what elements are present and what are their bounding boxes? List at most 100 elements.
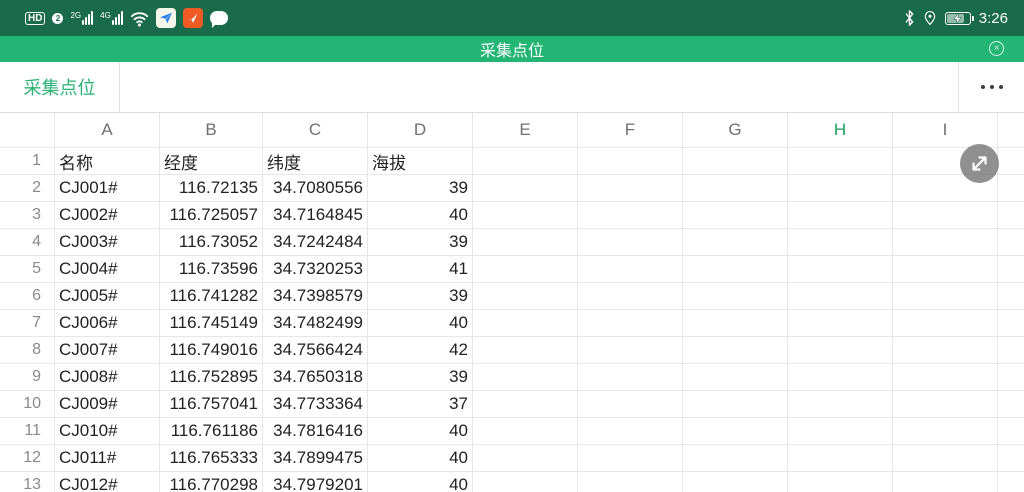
cell[interactable]: CJ003#: [55, 229, 160, 255]
row-number[interactable]: 4: [0, 229, 55, 255]
select-all-corner[interactable]: [0, 113, 55, 147]
cell[interactable]: 116.72135: [160, 175, 263, 201]
expand-fullscreen-button[interactable]: [960, 144, 999, 183]
cell[interactable]: [683, 175, 788, 201]
cell[interactable]: [473, 283, 578, 309]
cell[interactable]: [578, 310, 683, 336]
cell[interactable]: [893, 418, 998, 444]
row-number[interactable]: 10: [0, 391, 55, 417]
cell[interactable]: [683, 229, 788, 255]
cell[interactable]: [998, 175, 1024, 201]
cell[interactable]: [578, 364, 683, 390]
cell[interactable]: [998, 472, 1024, 492]
column-header-partial[interactable]: [998, 113, 1024, 147]
cell[interactable]: CJ006#: [55, 310, 160, 336]
cell[interactable]: 116.725057: [160, 202, 263, 228]
cell[interactable]: [473, 202, 578, 228]
cell[interactable]: [893, 310, 998, 336]
row-number[interactable]: 2: [0, 175, 55, 201]
row-number[interactable]: 11: [0, 418, 55, 444]
cell[interactable]: [788, 310, 893, 336]
row-number[interactable]: 6: [0, 283, 55, 309]
cell[interactable]: 116.770298: [160, 472, 263, 492]
cell[interactable]: [473, 310, 578, 336]
cell[interactable]: [998, 256, 1024, 282]
row-number[interactable]: 8: [0, 337, 55, 363]
cell[interactable]: [998, 418, 1024, 444]
cell[interactable]: [893, 202, 998, 228]
cell[interactable]: CJ011#: [55, 445, 160, 471]
column-header-E[interactable]: E: [473, 113, 578, 147]
row-number[interactable]: 1: [0, 148, 55, 174]
cell[interactable]: [998, 310, 1024, 336]
row-number[interactable]: 12: [0, 445, 55, 471]
cell[interactable]: 纬度: [263, 148, 368, 174]
cell[interactable]: 34.7398579: [263, 283, 368, 309]
column-header-A[interactable]: A: [55, 113, 160, 147]
cell[interactable]: [998, 283, 1024, 309]
cell[interactable]: [998, 364, 1024, 390]
cell[interactable]: 116.752895: [160, 364, 263, 390]
cell[interactable]: [998, 445, 1024, 471]
column-header-C[interactable]: C: [263, 113, 368, 147]
row-number[interactable]: 9: [0, 364, 55, 390]
row-number[interactable]: 7: [0, 310, 55, 336]
cell[interactable]: 34.7979201: [263, 472, 368, 492]
cell[interactable]: 40: [368, 418, 473, 444]
cell[interactable]: [473, 148, 578, 174]
cell[interactable]: 34.7899475: [263, 445, 368, 471]
cell[interactable]: 41: [368, 256, 473, 282]
cell[interactable]: [578, 175, 683, 201]
cell[interactable]: [683, 256, 788, 282]
cell[interactable]: [683, 148, 788, 174]
cell[interactable]: [473, 445, 578, 471]
cell[interactable]: [578, 148, 683, 174]
cell[interactable]: [683, 418, 788, 444]
cell[interactable]: [473, 364, 578, 390]
cell[interactable]: 116.765333: [160, 445, 263, 471]
cell[interactable]: CJ005#: [55, 283, 160, 309]
cell[interactable]: CJ007#: [55, 337, 160, 363]
cell[interactable]: 116.749016: [160, 337, 263, 363]
cell[interactable]: 经度: [160, 148, 263, 174]
cell[interactable]: [683, 364, 788, 390]
row-number[interactable]: 13: [0, 472, 55, 492]
cell[interactable]: 37: [368, 391, 473, 417]
cell[interactable]: 海拔: [368, 148, 473, 174]
cell[interactable]: CJ004#: [55, 256, 160, 282]
cell[interactable]: 39: [368, 283, 473, 309]
cell[interactable]: 39: [368, 364, 473, 390]
cell[interactable]: 34.7566424: [263, 337, 368, 363]
cell[interactable]: [788, 472, 893, 492]
column-header-B[interactable]: B: [160, 113, 263, 147]
cell[interactable]: [683, 202, 788, 228]
cell[interactable]: [578, 337, 683, 363]
cell[interactable]: [683, 445, 788, 471]
cell[interactable]: [788, 445, 893, 471]
cell[interactable]: [578, 256, 683, 282]
cell[interactable]: [893, 472, 998, 492]
cell[interactable]: [683, 391, 788, 417]
cell[interactable]: 34.7816416: [263, 418, 368, 444]
cell[interactable]: 40: [368, 472, 473, 492]
cell[interactable]: CJ008#: [55, 364, 160, 390]
cell[interactable]: [893, 391, 998, 417]
cell[interactable]: 116.73596: [160, 256, 263, 282]
cell[interactable]: [473, 175, 578, 201]
cell[interactable]: 116.745149: [160, 310, 263, 336]
cell[interactable]: 34.7320253: [263, 256, 368, 282]
cell[interactable]: [473, 337, 578, 363]
row-number[interactable]: 5: [0, 256, 55, 282]
sheet-tab-active[interactable]: 采集点位: [0, 62, 120, 112]
cell[interactable]: 116.741282: [160, 283, 263, 309]
cell[interactable]: [578, 202, 683, 228]
cell[interactable]: [788, 256, 893, 282]
cell[interactable]: [998, 337, 1024, 363]
cell[interactable]: [998, 148, 1024, 174]
cell[interactable]: [473, 391, 578, 417]
cell[interactable]: CJ002#: [55, 202, 160, 228]
cell[interactable]: [893, 175, 998, 201]
cell[interactable]: [893, 229, 998, 255]
cell[interactable]: 40: [368, 310, 473, 336]
cell[interactable]: 34.7482499: [263, 310, 368, 336]
